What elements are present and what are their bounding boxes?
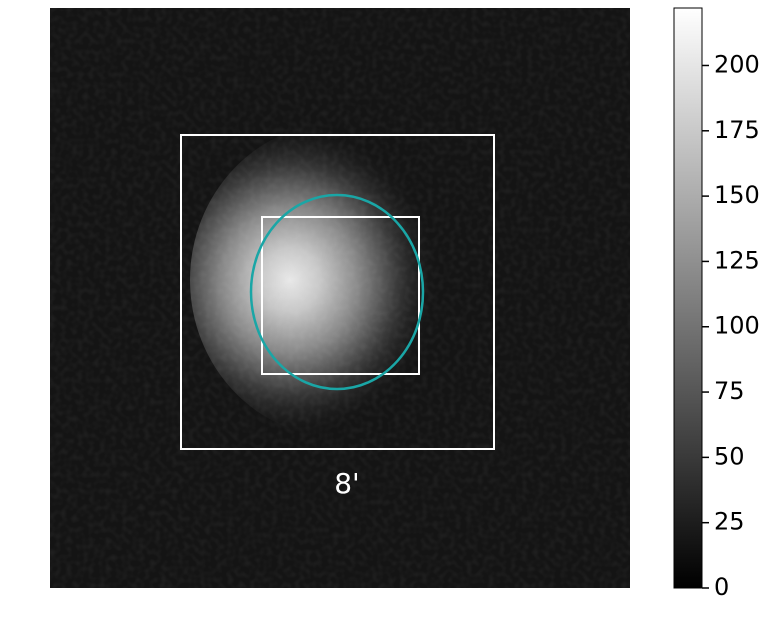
colorbar	[673, 7, 703, 589]
annotation: 8'	[334, 467, 360, 500]
colorbar-tick-label: 200	[714, 50, 760, 78]
colorbar-tick-label: 175	[714, 116, 760, 144]
colorbar-tick-label: 0	[714, 573, 729, 601]
colorbar-tick-label: 125	[714, 246, 760, 274]
aperture-ellipse	[249, 193, 425, 391]
inner-box	[261, 216, 420, 375]
colorbar-tick-label: 50	[714, 442, 745, 470]
colorbar-tick-label: 75	[714, 377, 745, 405]
colorbar-tick-label: 150	[714, 181, 760, 209]
colorbar-tick-label: 25	[714, 508, 745, 536]
image	[50, 8, 630, 588]
colorbar-tick-label: 100	[714, 312, 760, 340]
outer-box	[180, 134, 495, 450]
